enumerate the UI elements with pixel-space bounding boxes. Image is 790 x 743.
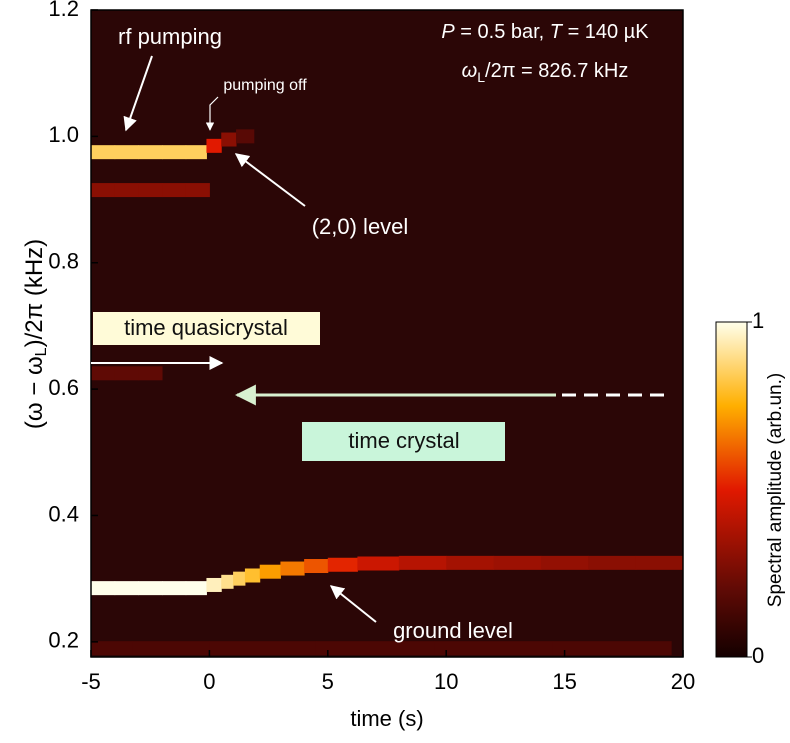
annotation: rf pumping (118, 24, 222, 49)
heatmap-cell (185, 183, 210, 198)
heatmap-cell (552, 641, 672, 656)
heatmap-cell (233, 571, 246, 586)
heatmap-cell (114, 581, 139, 596)
heatmap-cell (221, 574, 234, 589)
heatmap-cell (206, 138, 222, 153)
heatmap-cell (236, 129, 255, 144)
heatmap-cell (138, 581, 163, 596)
heatmap-cell (315, 641, 435, 656)
heatmap-cell (244, 568, 261, 583)
plot-frame (90, 9, 684, 658)
y-axis-label-part: (ω − ω (21, 356, 48, 429)
heatmap-cell (446, 555, 495, 570)
y-tick-label: 1.2 (48, 0, 79, 21)
heatmap-cell (138, 366, 163, 381)
y-tick-label: 1.0 (48, 122, 79, 147)
heatmap-cell (162, 145, 187, 160)
heatmap (91, 129, 683, 656)
heatmap-cell (114, 183, 139, 198)
label-box (93, 312, 320, 345)
y-tick-label: 0.2 (48, 628, 79, 653)
heatmap-cell (588, 555, 637, 570)
y-axis-label-part: L (33, 347, 50, 356)
annotation-part: P (441, 21, 455, 43)
heatmap-cell (185, 145, 207, 160)
heatmap-cell (209, 641, 317, 656)
x-tick-label: 0 (203, 669, 215, 694)
annotation: pumping off (223, 77, 307, 94)
annotation: time quasicrystal (124, 315, 288, 340)
heatmap-cell (304, 559, 329, 574)
heatmap-cell (357, 556, 400, 571)
heatmap-cell (162, 183, 187, 198)
annotation-part: /2π = 826.7 kHz (485, 60, 628, 82)
annotation-part: ω (462, 60, 478, 82)
axes: -5 0 5 10 15 20 0.2 0.4 0.6 0.8 1.0 1.2 0 1 (48, 0, 764, 694)
annotation: time crystal (348, 428, 459, 453)
x-tick-label: 10 (434, 669, 458, 694)
annotation-part: = 140 µK (562, 21, 649, 43)
x-axis-label: time (s) (350, 706, 423, 731)
annotation: (2,0) level (312, 214, 409, 239)
heatmap-cell (91, 183, 116, 198)
annotation: ground level (393, 618, 513, 643)
colorbar (715, 321, 748, 658)
heatmap-cell (114, 145, 139, 160)
heatmap-cell (635, 555, 683, 570)
annotation-part: T (550, 21, 564, 43)
y-axis-label: (ω − ωL)/2π (kHz) (21, 239, 50, 429)
arrow (234, 153, 306, 207)
heatmap-cell (259, 564, 281, 579)
heatmap-cell (91, 145, 116, 160)
x-tick-label: -5 (81, 669, 101, 694)
heatmap-cell (493, 555, 542, 570)
heatmap-cell (138, 183, 163, 198)
arrow (205, 96, 219, 131)
heatmap-cell (221, 132, 237, 147)
heatmap-cell (540, 555, 589, 570)
annotation-part: L (477, 69, 485, 85)
y-tick-label: 0.8 (48, 249, 79, 274)
heatmap-cell (91, 581, 116, 596)
heatmap-cell (206, 577, 222, 592)
x-tick-label: 5 (322, 669, 334, 694)
colorbar-tick-label: 0 (752, 643, 764, 668)
y-axis-label-part: )/2π (kHz) (21, 239, 48, 348)
x-tick-label: 20 (671, 669, 695, 694)
annotation: P = 0.5 bar, T = 140 µK (441, 21, 649, 43)
heatmap-cell (398, 555, 447, 570)
colorbar-label: Spectral amplitude (arb.un.) (765, 373, 786, 607)
heatmap-cell (185, 581, 207, 596)
heatmap-cell (91, 641, 133, 656)
heatmap-cell (162, 581, 187, 596)
colorbar-tick-label: 1 (752, 308, 764, 333)
y-tick-label: 0.4 (48, 501, 79, 526)
heatmap-cell (138, 145, 163, 160)
heatmap-cell (91, 366, 116, 381)
heatmap-cell (132, 641, 210, 656)
x-tick-label: 15 (552, 669, 576, 694)
label-box (302, 422, 505, 461)
annotation-part: = 0.5 bar, (455, 21, 550, 43)
heatmap-cell (280, 561, 305, 576)
arrow (123, 55, 153, 132)
heatmap-cell (434, 641, 554, 656)
y-tick-label: 0.6 (48, 375, 79, 400)
heatmap-cell (114, 366, 139, 381)
heatmap-cell (327, 557, 358, 572)
annotation: ωL/2π = 826.7 kHz (462, 60, 629, 84)
arrow (329, 585, 377, 623)
